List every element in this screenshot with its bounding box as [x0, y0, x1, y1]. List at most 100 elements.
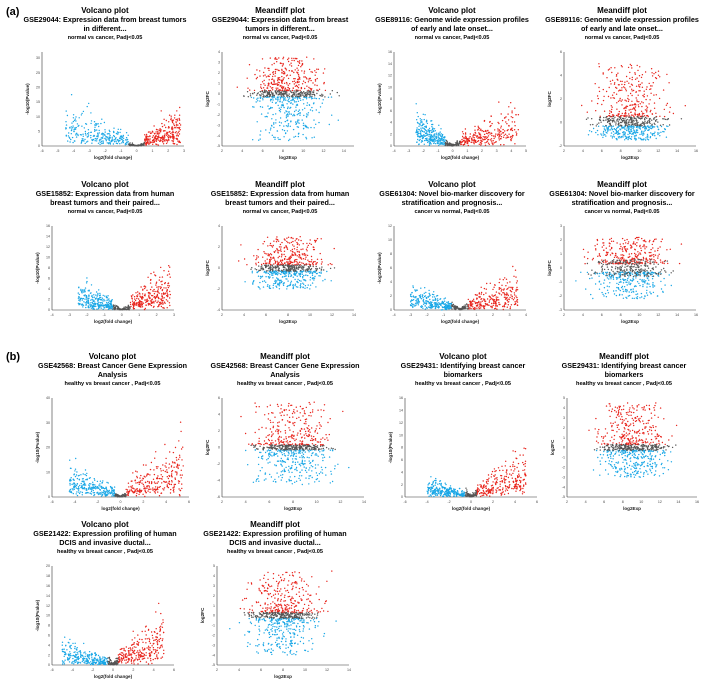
point-1 — [621, 135, 623, 138]
point-0 — [273, 263, 275, 265]
point-1 — [466, 140, 468, 142]
point-0 — [282, 64, 284, 66]
point-0 — [283, 77, 285, 79]
point-1 — [607, 128, 609, 130]
point-0 — [125, 137, 128, 139]
point-0 — [639, 83, 641, 86]
point-1 — [283, 129, 286, 132]
point-1 — [502, 292, 504, 294]
point-2 — [456, 305, 458, 308]
point-0 — [607, 95, 610, 98]
point-1 — [509, 306, 512, 308]
point-1 — [146, 136, 148, 138]
point-0 — [278, 261, 280, 263]
point-1 — [165, 299, 168, 301]
point-0 — [412, 286, 414, 289]
point-2 — [445, 143, 447, 145]
point-0 — [294, 254, 297, 256]
point-1 — [266, 96, 268, 98]
point-1 — [141, 301, 143, 303]
point-0 — [421, 296, 423, 298]
x-tick-label: 6 — [601, 149, 603, 153]
point-0 — [316, 258, 319, 260]
point-1 — [313, 119, 315, 121]
point-1 — [485, 129, 487, 132]
point-0 — [274, 83, 276, 85]
point-1 — [664, 128, 666, 131]
point-2 — [333, 267, 336, 269]
point-0 — [310, 88, 312, 90]
point-0 — [248, 64, 251, 66]
y-tick-label: -2 — [559, 144, 562, 148]
point-0 — [283, 250, 286, 252]
point-1 — [283, 125, 285, 127]
point-0 — [627, 100, 630, 103]
point-1 — [311, 106, 313, 109]
point-2 — [113, 307, 115, 309]
point-1 — [252, 282, 254, 284]
point-0 — [69, 137, 71, 139]
point-0 — [278, 246, 281, 248]
point-1 — [257, 270, 259, 273]
point-1 — [302, 276, 304, 278]
point-0 — [411, 291, 413, 294]
point-0 — [294, 264, 296, 266]
point-0 — [292, 261, 294, 264]
point-2 — [653, 122, 655, 125]
point-1 — [151, 130, 154, 132]
y-tick-label: 2 — [560, 97, 562, 101]
point-1 — [167, 135, 169, 138]
point-1 — [273, 272, 275, 274]
point-2 — [281, 95, 283, 98]
y-tick-label: 14 — [388, 62, 392, 66]
point-0 — [302, 80, 305, 82]
point-2 — [277, 90, 279, 92]
point-1 — [157, 300, 159, 302]
point-0 — [621, 112, 623, 115]
point-1 — [145, 138, 147, 140]
x-tick-label: 6 — [601, 313, 603, 317]
point-0 — [285, 81, 288, 84]
point-0 — [448, 304, 450, 306]
y-tick-label: 2 — [48, 298, 50, 302]
point-0 — [638, 80, 640, 83]
point-0 — [298, 239, 300, 241]
point-1 — [270, 124, 273, 127]
point-1 — [597, 125, 600, 128]
point-2 — [278, 92, 281, 94]
data-points — [415, 101, 520, 147]
point-0 — [288, 242, 291, 244]
point-1 — [163, 118, 165, 121]
point-1 — [140, 296, 143, 298]
point-2 — [294, 270, 296, 272]
x-tick-label: 2 — [563, 313, 565, 317]
point-0 — [610, 111, 613, 113]
point-1 — [129, 301, 132, 304]
point-1 — [133, 307, 135, 310]
x-axis-label: log2(fold change) — [441, 319, 480, 324]
point-0 — [323, 83, 325, 85]
point-0 — [305, 256, 307, 258]
point-0 — [82, 290, 84, 292]
point-0 — [442, 140, 444, 142]
point-1 — [622, 134, 624, 136]
point-0 — [448, 302, 451, 305]
point-0 — [281, 241, 283, 244]
point-2 — [261, 93, 263, 95]
point-2 — [458, 308, 460, 311]
point-1 — [165, 134, 168, 136]
point-0 — [298, 62, 301, 64]
point-1 — [498, 139, 500, 141]
point-2 — [633, 117, 635, 119]
point-1 — [162, 307, 164, 309]
point-1 — [486, 282, 488, 285]
point-2 — [250, 268, 252, 270]
point-0 — [627, 97, 629, 100]
point-1 — [274, 136, 276, 139]
point-2 — [310, 93, 312, 95]
point-2 — [632, 122, 634, 124]
point-0 — [302, 258, 305, 260]
point-1 — [483, 139, 485, 141]
point-1 — [290, 121, 292, 123]
point-1 — [289, 107, 291, 109]
